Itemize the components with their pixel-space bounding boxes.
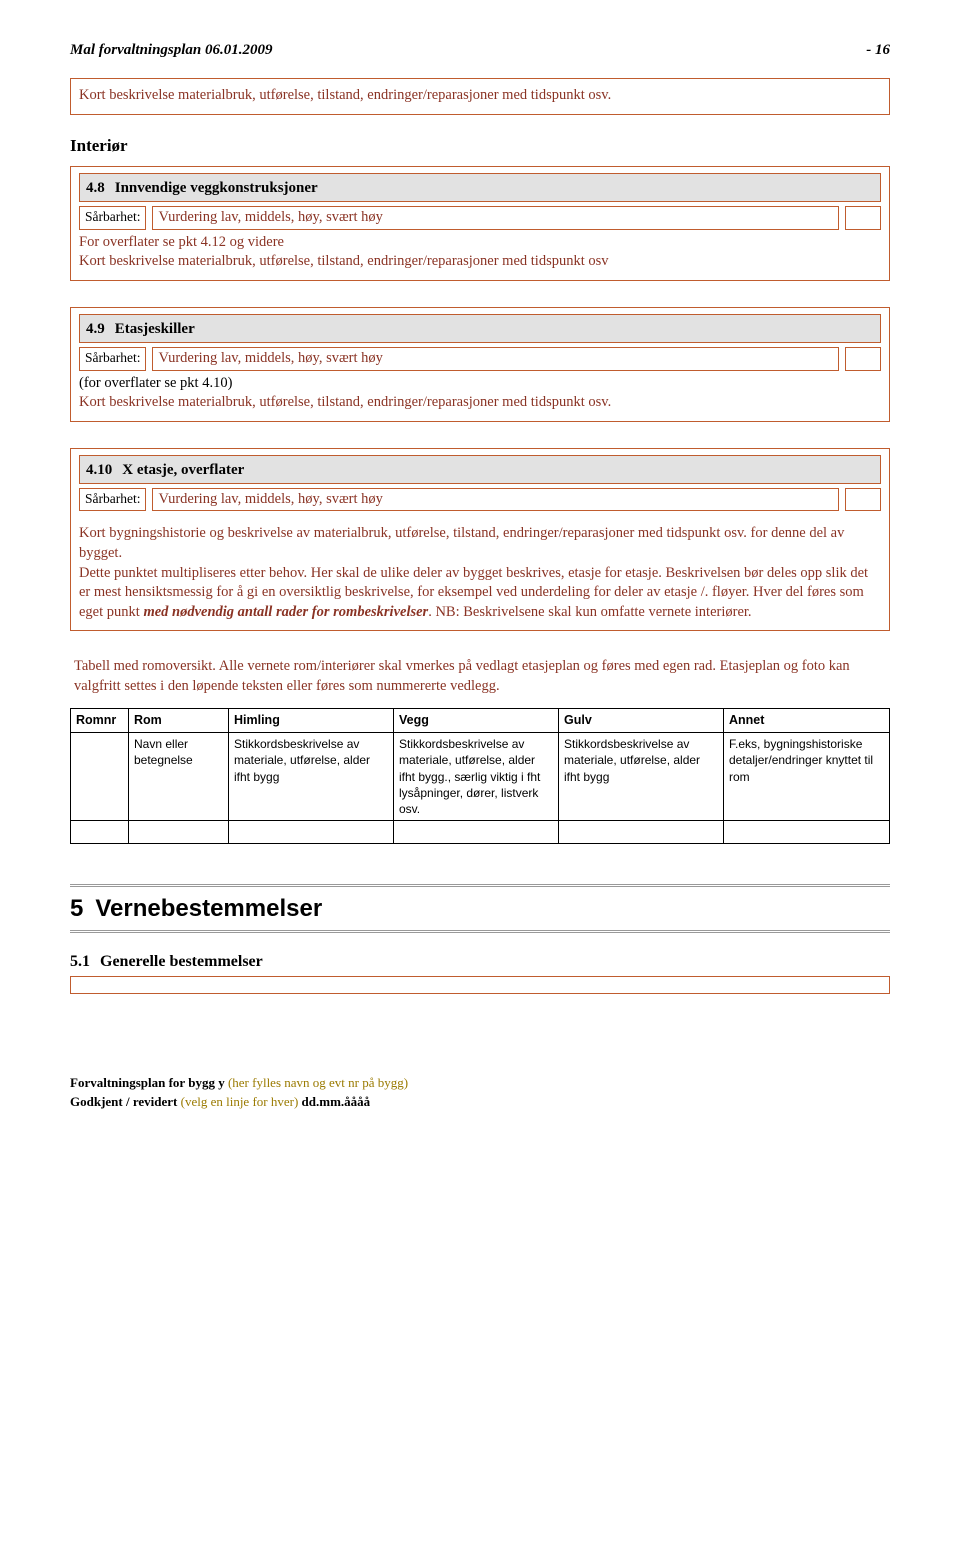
s48-line1: For overflater se pkt 4.12 og videre [79,233,881,253]
s410-p2: Dette punktet multipliseres etter behov.… [79,564,881,623]
section-4-9: 4.9 Etasjeskiller Sårbarhet: Vurdering la… [70,307,890,422]
th-romnr: Romnr [71,709,129,733]
footer-l2b: (velg en linje for hver) [181,1094,299,1109]
h5-heading: 5 Vernebestemmelser [70,893,890,925]
section-4-8-bar: 4.8 Innvendige veggkonstruksjoner [79,173,881,202]
td-rom: Navn eller betegnelse [129,733,229,821]
footer-line1: Forvaltningsplan for bygg y (her fylles … [70,1074,890,1092]
th-annet: Annet [724,709,890,733]
table-header-row: Romnr Rom Himling Vegg Gulv Annet [71,709,890,733]
h5-num: 5 [70,895,83,922]
td-romnr [71,733,129,821]
section-4-10-num: 4.10 [86,462,112,478]
s48-line2: Kort beskrivelse materialbruk, utførelse… [79,252,881,272]
intro-box: Kort beskrivelse materialbruk, utførelse… [70,78,890,115]
td-gulv: Stikkordsbeskrivelse av materiale, utfør… [559,733,724,821]
h51-num: 5.1 [70,953,90,970]
h51-heading: 5.1 Generelle bestemmelser [70,951,890,973]
sarbarhet-label: Sårbarhet: [79,488,146,512]
sarbarhet-empty [845,347,881,371]
tabell-intro: Tabell med romoversikt. Alle vernete rom… [74,657,890,696]
s410-p2em: med nødvendig antall rader for rombeskri… [143,604,428,620]
s410-p2b: . NB: Beskrivelsene skal kun omfatte ver… [428,604,751,620]
s49-line2: Kort beskrivelse materialbruk, utførelse… [79,393,881,413]
h51-title: Generelle bestemmelser [100,953,263,970]
h5-title: Vernebestemmelser [95,895,322,922]
sarbarhet-value: Vurdering lav, middels, høy, svært høy [152,347,839,371]
th-gulv: Gulv [559,709,724,733]
footer-l1a: Forvaltningsplan for bygg y [70,1075,228,1090]
th-himling: Himling [229,709,394,733]
th-rom: Rom [129,709,229,733]
th-vegg: Vegg [394,709,559,733]
sarbarhet-value: Vurdering lav, middels, høy, svært høy [152,206,839,230]
s49-line1: (for overflater se pkt 4.10) [79,374,881,394]
divider-bottom [70,930,890,933]
section-4-9-title: Etasjeskiller [115,321,195,337]
footer-l2a: Godkjent / revidert [70,1094,181,1109]
header-right: - 16 [866,40,890,60]
footer-l2c: dd.mm.åååå [298,1094,370,1109]
table-row: Navn eller betegnelse Stikkordsbeskrivel… [71,733,890,821]
section-4-8-title: Innvendige veggkonstruksjoner [115,180,318,196]
page-footer: Forvaltningsplan for bygg y (her fylles … [70,1074,890,1110]
room-table: Romnr Rom Himling Vegg Gulv Annet Navn e… [70,708,890,844]
s410-p1: Kort bygningshistorie og beskrivelse av … [79,524,881,563]
sarbarhet-empty [845,488,881,512]
sarbarhet-label: Sårbarhet: [79,206,146,230]
intro-text: Kort beskrivelse materialbruk, utførelse… [79,87,611,103]
section-4-10-title: X etasje, overflater [122,462,244,478]
table-row [71,821,890,844]
section-4-8-num: 4.8 [86,180,105,196]
footer-line2: Godkjent / revidert (velg en linje for h… [70,1093,890,1111]
footer-l1b: (her fylles navn og evt nr på bygg) [228,1075,408,1090]
divider-top [70,884,890,887]
sarbarhet-value: Vurdering lav, middels, høy, svært høy [152,488,839,512]
td-himling: Stikkordsbeskrivelse av materiale, utfør… [229,733,394,821]
header-left: Mal forvaltningsplan 06.01.2009 [70,40,273,60]
sarbarhet-label: Sårbarhet: [79,347,146,371]
section-4-10-bar: 4.10 X etasje, overflater [79,455,881,484]
td-annet: F.eks, bygningshistoriske detaljer/endri… [724,733,890,821]
page-header: Mal forvaltningsplan 06.01.2009 - 16 [70,40,890,60]
sarbarhet-row-49: Sårbarhet: Vurdering lav, middels, høy, … [79,347,881,371]
sarbarhet-row-410: Sårbarhet: Vurdering lav, middels, høy, … [79,488,881,512]
interior-heading: Interiør [70,135,890,158]
section-4-10: 4.10 X etasje, overflater Sårbarhet: Vurd… [70,448,890,632]
empty-box-51 [70,976,890,994]
sarbarhet-row-48: Sårbarhet: Vurdering lav, middels, høy, … [79,206,881,230]
section-4-9-bar: 4.9 Etasjeskiller [79,314,881,343]
section-4-8: 4.8 Innvendige veggkonstruksjoner Sårbarh… [70,166,890,281]
section-4-9-num: 4.9 [86,321,105,337]
td-vegg: Stikkordsbeskrivelse av materiale, utfør… [394,733,559,821]
sarbarhet-empty [845,206,881,230]
